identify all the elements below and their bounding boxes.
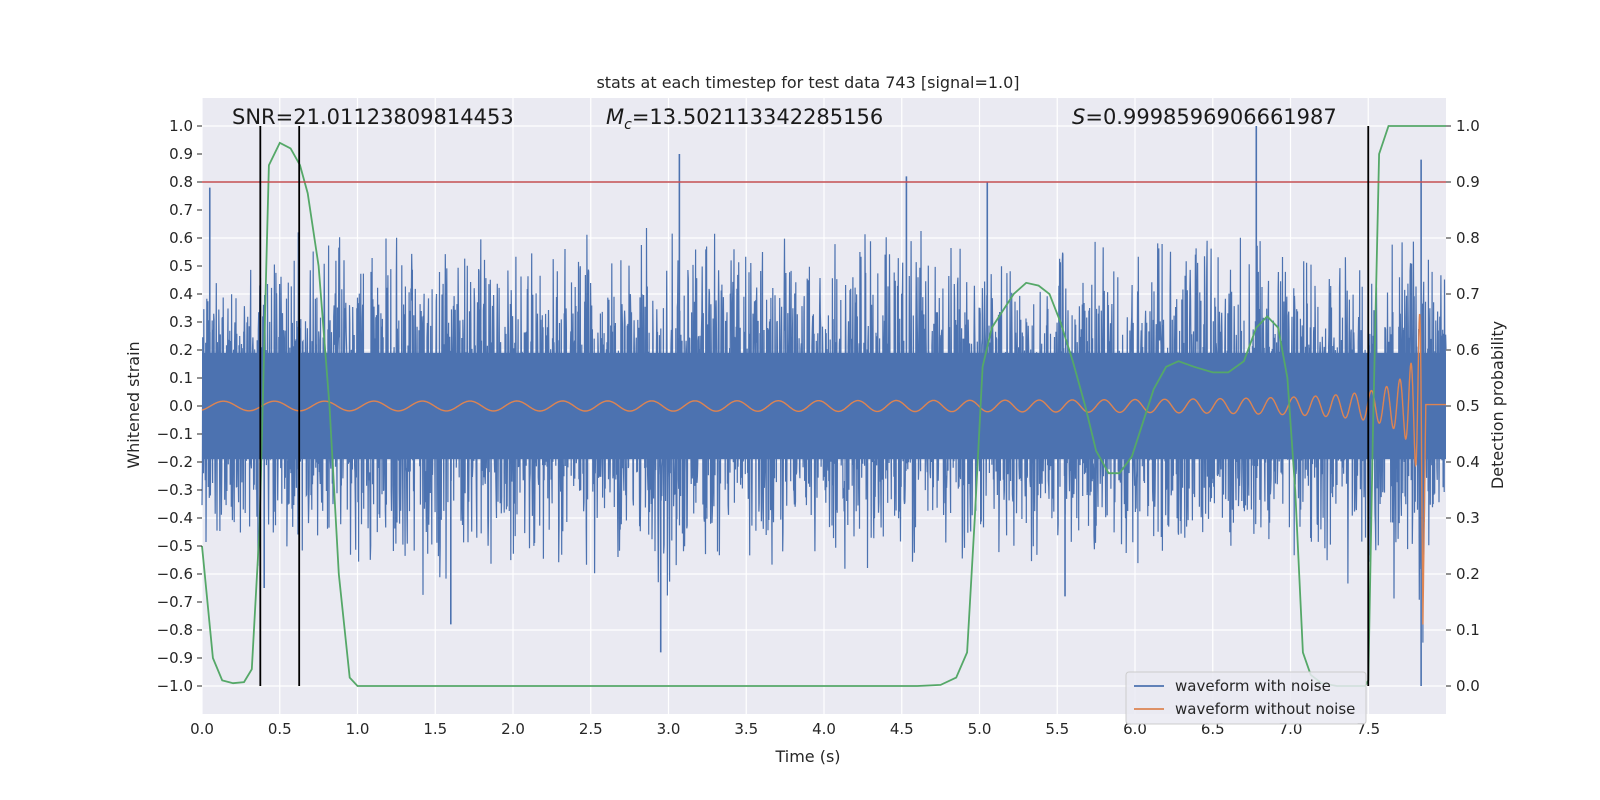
x-tick-label: 0.5 [268, 720, 292, 738]
series-waveform-without-noise [201, 313, 1446, 625]
chirp-mass-value: =13.502113342285156 [632, 105, 883, 129]
y-tick-label: 0.2 [169, 341, 193, 359]
x-tick-label: 2.0 [501, 720, 525, 738]
y-tick-label: 0.8 [169, 173, 193, 191]
y-tick-label: 0.4 [169, 285, 193, 303]
legend-label-clean: waveform without noise [1175, 700, 1355, 718]
y-tick-label: 0.0 [169, 397, 193, 415]
y2-tick-label: 0.4 [1456, 453, 1480, 471]
y-tick-label: 0.5 [169, 257, 193, 275]
y-axis-left: 1.0 0.9 0.8 0.7 0.6 0.5 0.4 0.3 0.2 0.1 0.0 −0.1 −0.… [157, 117, 202, 695]
score-symbol: S [1072, 105, 1085, 129]
y-tick-label: −0.6 [157, 565, 193, 583]
y-tick-label: −0.2 [157, 453, 193, 471]
y2-tick-label: 0.3 [1456, 509, 1480, 527]
y2-tick-label: 0.0 [1456, 677, 1480, 695]
x-tick-label: 3.5 [734, 720, 758, 738]
y-tick-label: 1.0 [169, 117, 193, 135]
x-tick-label: 2.5 [579, 720, 603, 738]
y2-tick-label: 0.6 [1456, 341, 1480, 359]
x-tick-label: 1.5 [423, 720, 447, 738]
y-tick-label: −0.8 [157, 621, 193, 639]
score-value: =0.9998596906661987 [1085, 105, 1336, 129]
x-tick-label: 4.0 [812, 720, 836, 738]
y2-tick-label: 0.5 [1456, 397, 1480, 415]
y2-tick-label: 0.7 [1456, 285, 1480, 303]
x-tick-label: 1.0 [346, 720, 370, 738]
y-tick-label: −0.3 [157, 481, 193, 499]
x-tick-label: 3.0 [657, 720, 681, 738]
legend-label-noise: waveform with noise [1175, 677, 1331, 695]
snr-annotation: SNR=21.01123809814453 [232, 105, 514, 129]
chart-title: stats at each timestep for test data 743… [596, 73, 1019, 92]
x-tick-label: 4.5 [890, 720, 914, 738]
y-tick-label: 0.9 [169, 145, 193, 163]
x-tick-label: 0.0 [190, 720, 214, 738]
score-annotation: S=0.9998596906661987 [1072, 105, 1337, 129]
y2-axis-label: Detection probability [1488, 321, 1507, 489]
chirp-mass-symbol: M [606, 105, 624, 129]
y-tick-label: −0.9 [157, 649, 193, 667]
x-axis-label: Time (s) [774, 747, 840, 766]
y-tick-label: −0.1 [157, 425, 193, 443]
noise-core-band [202, 352, 1446, 460]
y2-tick-label: 0.2 [1456, 565, 1480, 583]
y-tick-label: −0.5 [157, 537, 193, 555]
y2-tick-label: 0.1 [1456, 621, 1480, 639]
y-tick-label: 0.3 [169, 313, 193, 331]
y-tick-label: −0.4 [157, 509, 193, 527]
y-tick-label: 0.7 [169, 201, 193, 219]
y-tick-label: −1.0 [157, 677, 193, 695]
series-layer [201, 125, 1447, 687]
markers-layer [202, 126, 1446, 686]
x-tick-label: 5.5 [1045, 720, 1069, 738]
y2-tick-label: 0.8 [1456, 229, 1480, 247]
y2-tick-label: 1.0 [1456, 117, 1480, 135]
y-tick-label: 0.6 [169, 229, 193, 247]
legend-box [1125, 671, 1367, 725]
y2-tick-label: 0.9 [1456, 173, 1480, 191]
chirp-mass-subscript: c [624, 117, 632, 133]
y-axis-right: 1.0 0.9 0.8 0.7 0.6 0.5 0.4 0.3 0.2 0.1 0.0 [1446, 117, 1480, 695]
legend: waveform with noise waveform without noi… [1125, 671, 1367, 725]
y-tick-label: 0.1 [169, 369, 193, 387]
x-tick-label: 5.0 [968, 720, 992, 738]
series-detection-probability [201, 125, 1446, 687]
y-axis-label: Whitened strain [124, 341, 143, 468]
chirp-mass-annotation: Mc=13.502113342285156 [606, 105, 883, 133]
y-tick-label: −0.7 [157, 593, 193, 611]
